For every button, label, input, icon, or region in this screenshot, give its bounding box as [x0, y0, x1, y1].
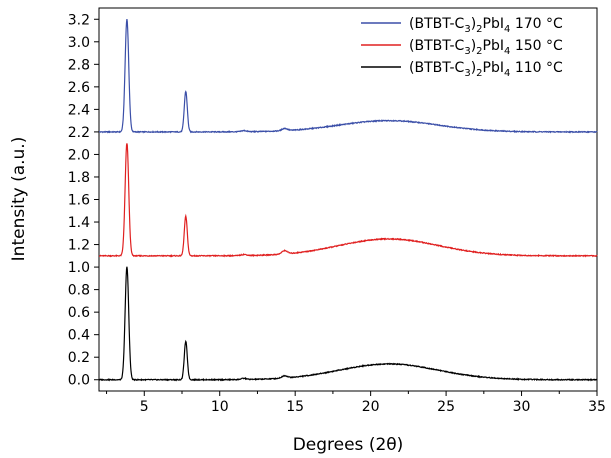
- series-group: [98, 18, 598, 382]
- y-tick-label: 0.0: [68, 373, 90, 389]
- legend-label-1: (BTBT-C3)2PbI4 170 °C: [409, 16, 563, 35]
- y-tick-label: 2.2: [68, 125, 90, 141]
- y-tick-label: 1.6: [68, 193, 90, 209]
- x-tick-label: 35: [588, 399, 606, 415]
- x-tick-label: 5: [140, 399, 149, 415]
- y-tick-label: 2.6: [68, 80, 90, 96]
- x-tick-label: 25: [437, 399, 455, 415]
- y-axis-ticks: 0.0 0.2 0.4 0.6 0.8 1.0 1.2 1.4 1.6 1.8 2.0 2.2 2.4 2…: [68, 12, 99, 389]
- y-tick-label: 0.2: [68, 350, 90, 366]
- series-line-2: [98, 143, 598, 258]
- legend-label-3: (BTBT-C3)2PbI4 110 °C: [409, 60, 563, 79]
- y-tick-label: 1.4: [68, 215, 90, 231]
- y-tick-label: 0.8: [68, 283, 90, 299]
- x-tick-label: 20: [362, 399, 380, 415]
- y-tick-label: 0.6: [68, 305, 90, 321]
- plot-area: 5 10 15 20 25 30 35 0.0 0.2 0.4 0.6 0.8 1.0 1.2 1.4 1.…: [68, 7, 606, 415]
- y-tick-label: 3.2: [68, 12, 90, 28]
- x-axis-ticks: 5 10 15 20 25 30 35: [106, 391, 606, 415]
- series-line-3: [98, 266, 598, 382]
- x-tick-label: 30: [513, 399, 531, 415]
- y-tick-label: 3.0: [68, 35, 90, 51]
- y-tick-label: 1.2: [68, 238, 90, 254]
- y-tick-label: 2.8: [68, 57, 90, 73]
- x-tick-label: 15: [286, 399, 304, 415]
- y-tick-label: 2.0: [68, 147, 90, 163]
- y-axis-title: Intensity (a.u.): [9, 137, 29, 262]
- y-tick-label: 0.4: [68, 328, 90, 344]
- y-tick-label: 1.8: [68, 170, 90, 186]
- legend-label-2: (BTBT-C3)2PbI4 150 °C: [409, 38, 563, 57]
- series-line-1: [98, 18, 598, 134]
- y-tick-label: 1.0: [68, 260, 90, 276]
- legend: (BTBT-C3)2PbI4 170 °C (BTBT-C3)2PbI4 150 …: [361, 16, 563, 79]
- x-tick-label: 10: [211, 399, 229, 415]
- x-axis-title: Degrees (2θ): [293, 435, 404, 455]
- y-tick-label: 2.4: [68, 102, 90, 118]
